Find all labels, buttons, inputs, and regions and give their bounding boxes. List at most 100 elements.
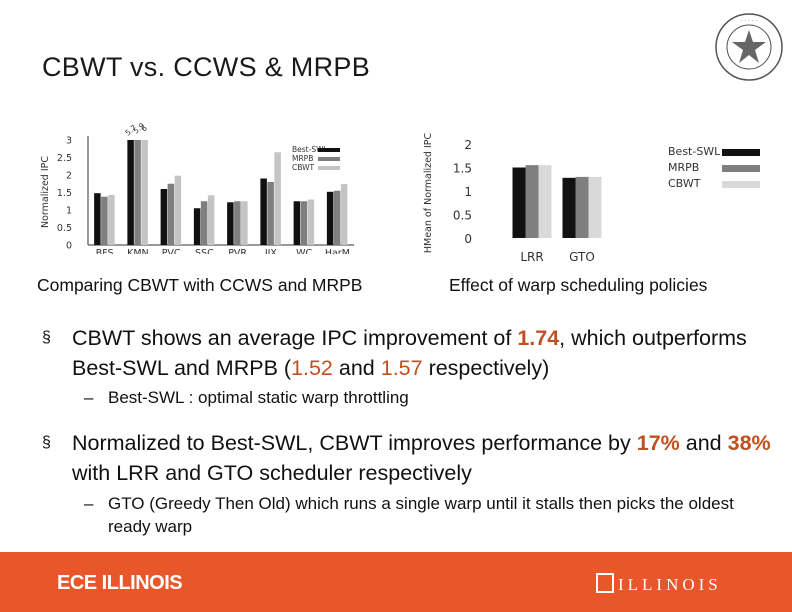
bar-cbwt-pvc xyxy=(174,175,182,245)
value-highlight: 1.52 xyxy=(291,356,333,380)
bar-mrpb-harm xyxy=(333,190,341,245)
bar-cbwt-wc xyxy=(307,199,315,245)
bullet-normalized-performance: § Normalized to Best-SWL, CBWT improves … xyxy=(42,428,772,488)
legend-label: MRPB xyxy=(668,161,699,174)
y-tick-label: 0.5 xyxy=(57,223,72,234)
bar-cbwt-kmn xyxy=(141,140,148,245)
y-tick-label: 1.5 xyxy=(57,188,72,199)
bar-cbwt-harm xyxy=(340,184,348,245)
y-tick-label: 0 xyxy=(464,232,472,246)
bar-best-swl-wc xyxy=(293,201,301,245)
value-highlight: 1.74 xyxy=(517,326,560,350)
bullet-text: and xyxy=(679,431,728,455)
bar-mrpb-pvc xyxy=(167,183,175,245)
legend-swatch xyxy=(722,181,760,188)
bar-cbwt-lrr xyxy=(538,165,552,238)
bar-mrpb-pvr xyxy=(234,201,241,245)
bullet-marker: § xyxy=(42,434,51,451)
sub-bullet-text: GTO (Greedy Then Old) which runs a singl… xyxy=(108,494,734,536)
value-highlight: 38% xyxy=(727,431,771,455)
legend-swatch xyxy=(722,149,760,156)
sub-bullet-dash: – xyxy=(84,388,94,407)
bar-best-swl-bfs xyxy=(94,193,101,245)
hmean-bar-chart: 0 0.5 1 1.5 2 LRR GTO Best-SWL MRPB CBWT HMean … xyxy=(423,132,760,264)
bar-best-swl-iix xyxy=(260,178,267,245)
legend-swatch xyxy=(318,166,340,170)
legend-label: CBWT xyxy=(668,177,701,190)
bar-cbwt-ssc xyxy=(207,195,215,245)
sub-bullet-dash: – xyxy=(84,494,94,513)
y-tick-label: 3 xyxy=(66,136,72,147)
bullet-text: CBWT shows an average IPC improvement of xyxy=(72,326,518,350)
x-tick-label: GTO xyxy=(569,250,595,264)
ece-illinois-logo: ECE ILLINOIS xyxy=(57,572,183,594)
y-axis-label: HMean of Normalized IPC xyxy=(423,132,434,253)
bullet-ipc-improvement: § CBWT shows an average IPC improvement … xyxy=(42,323,772,383)
sub-bullet-best-swl: – Best-SWL : optimal static warp throttl… xyxy=(84,386,748,409)
bar-best-swl-pvc xyxy=(160,189,168,245)
x-tick-label: KMN xyxy=(127,248,149,254)
bullet-text: Normalized to Best-SWL, CBWT improves pe… xyxy=(72,431,637,455)
legend-swatch xyxy=(722,165,760,172)
footer-bar xyxy=(0,552,792,612)
bar-mrpb-ssc xyxy=(200,201,208,245)
bar-cbwt-pvr xyxy=(241,201,248,245)
bullet-text: respectively) xyxy=(422,356,550,380)
bar-mrpb-bfs xyxy=(101,196,108,245)
illinois-wordmark: ILLINOIS xyxy=(618,575,722,594)
bar-best-swl-harm xyxy=(326,191,334,245)
legend-label: CBWT xyxy=(292,163,315,172)
x-tick-label: PVR xyxy=(228,248,247,254)
y-tick-label: 0 xyxy=(66,241,72,252)
bullet-text: , which outperforms Best-SWL and MRPB ( xyxy=(72,326,747,380)
y-tick-label: 1.5 xyxy=(453,162,472,176)
svg-text:· · · · ·: · · · · · xyxy=(740,18,757,25)
x-tick-label: WC xyxy=(296,248,312,254)
x-tick-label: BFS xyxy=(96,248,114,254)
legend-swatch xyxy=(318,157,340,161)
y-tick-label: 2 xyxy=(66,171,72,182)
sub-bullet-gto: – GTO (Greedy Then Old) which runs a sin… xyxy=(84,492,758,538)
bar-mrpb-iix xyxy=(267,182,274,245)
bar-cbwt-iix xyxy=(274,152,281,245)
y-tick-label: 0.5 xyxy=(453,209,472,223)
ipc-bar-chart: 0 0.5 1 1.5 2 2.5 3 BFS KMN PVC SSC PVR IIX WC HarM B… xyxy=(40,122,354,254)
y-tick-label: 1 xyxy=(66,206,72,217)
bar-best-swl-lrr xyxy=(512,167,526,238)
bullet-text: and xyxy=(332,356,381,380)
value-highlight: 1.57 xyxy=(380,356,423,380)
caption-right: Effect of warp scheduling policies xyxy=(449,275,708,295)
bullet-text: with LRR and GTO scheduler respectively xyxy=(72,461,472,485)
x-tick-label: PVC xyxy=(162,248,181,254)
bar-best-swl-kmn xyxy=(127,140,134,245)
bar-mrpb-kmn xyxy=(134,140,141,245)
x-tick-label: HarM xyxy=(325,248,350,254)
x-tick-label: LRR xyxy=(520,250,543,264)
y-tick-label: 1 xyxy=(464,185,472,199)
x-tick-label: IIX xyxy=(265,248,278,254)
legend-label: Best-SWL xyxy=(668,145,721,158)
legend-label: MRPB xyxy=(292,154,313,163)
bar-mrpb-lrr xyxy=(525,165,539,238)
x-tick-label: SSC xyxy=(195,248,214,254)
university-seal-icon: · · · · · xyxy=(715,13,783,81)
y-tick-label: 2 xyxy=(464,138,472,152)
bullet-marker: § xyxy=(42,329,51,346)
bar-mrpb-wc xyxy=(300,201,308,245)
illinois-block-i-icon xyxy=(596,573,614,593)
bar-cbwt-bfs xyxy=(108,194,115,245)
sub-bullet-text: Best-SWL : optimal static warp throttlin… xyxy=(108,388,409,407)
caption-left: Comparing CBWT with CCWS and MRPB xyxy=(37,275,363,295)
bar-best-swl-ssc xyxy=(193,208,201,245)
value-highlight: 17% xyxy=(636,431,680,455)
y-tick-label: 2.5 xyxy=(57,153,72,164)
legend-swatch xyxy=(318,148,340,152)
slide-title: CBWT vs. CCWS & MRPB xyxy=(42,52,371,82)
overflow-annotation: 6 xyxy=(139,123,149,133)
bar-cbwt-gto xyxy=(588,176,602,238)
bar-mrpb-gto xyxy=(575,176,589,238)
legend-label: Best-SWL xyxy=(292,145,328,154)
bar-best-swl-gto xyxy=(562,177,576,238)
y-axis-label: Normalized IPC xyxy=(40,156,51,228)
bar-best-swl-pvr xyxy=(227,202,234,245)
